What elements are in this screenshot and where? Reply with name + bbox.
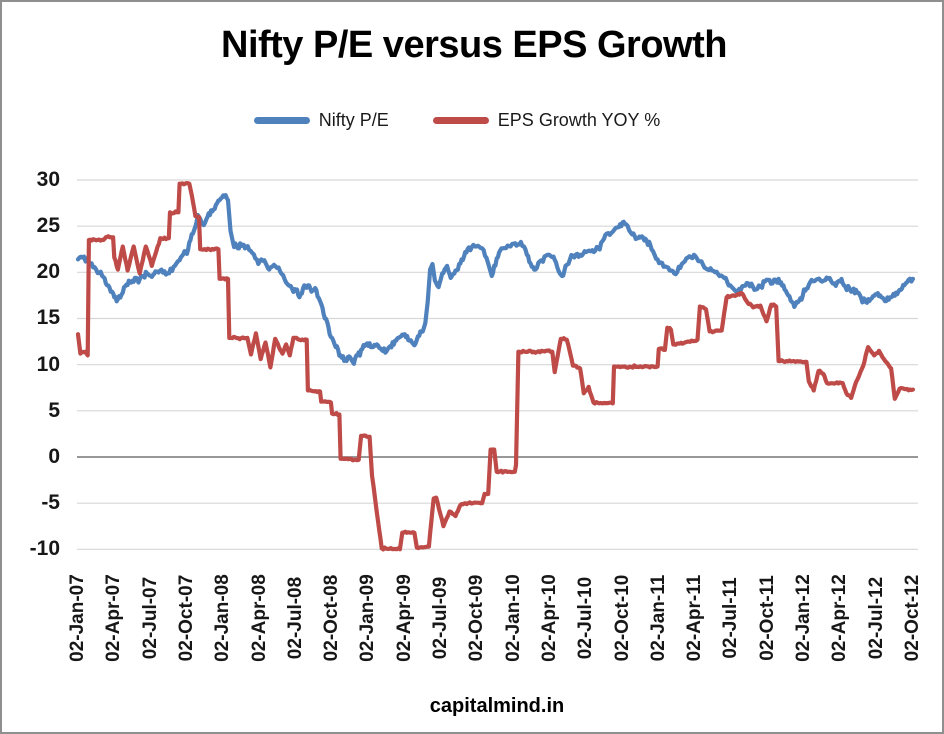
x-tick-label: 02-Jan-09	[357, 574, 379, 662]
x-tick-label: 02-Oct-10	[611, 574, 633, 662]
x-tick-label: 02-Jan-08	[212, 574, 234, 662]
legend-label-eps-growth: EPS Growth YOY %	[497, 110, 661, 130]
x-tick-label: 02-Apr-11	[684, 574, 706, 662]
x-tick-label: 02-Jul-09	[430, 576, 451, 660]
x-tick-label: 02-Oct-08	[321, 574, 343, 662]
x-tick-label: 02-Apr-08	[248, 574, 270, 662]
legend: Nifty P/E EPS Growth YOY %	[2, 110, 942, 131]
x-tick-label: 02-Jul-08	[284, 576, 306, 660]
legend-label-nifty-pe: Nifty P/E	[318, 110, 389, 130]
x-tick-label: 02-Oct-07	[175, 574, 197, 662]
y-tick-label: -5	[41, 491, 60, 515]
y-tick-label: 30	[36, 168, 60, 191]
y-tick-label: 25	[36, 214, 60, 238]
x-tick-label: 02-Jul-12	[865, 576, 887, 660]
legend-swatch-eps-growth	[432, 117, 489, 124]
x-tick-label: 02-Apr-07	[103, 574, 125, 662]
y-tick-label: 5	[48, 398, 60, 422]
x-tick-label: 02-Oct-11	[756, 575, 778, 661]
legend-swatch-nifty-pe	[253, 117, 310, 124]
y-tick-label: -10	[29, 537, 60, 561]
legend-item-eps-growth: EPS Growth YOY %	[432, 110, 661, 131]
series-line-eps-growth	[75, 181, 915, 552]
y-tick-label: 10	[36, 352, 60, 376]
legend-item-nifty-pe: Nifty P/E	[253, 110, 389, 131]
x-tick-label: 02-Oct-09	[466, 574, 488, 662]
x-tick-label: 02-Apr-09	[393, 574, 415, 662]
y-tick-label: 0	[48, 444, 60, 468]
x-tick-label: 02-Jul-10	[575, 576, 597, 660]
x-tick-label: 02-Apr-10	[538, 574, 560, 662]
x-tick-label: 02-Jan-10	[502, 574, 524, 662]
series-line-nifty-pe	[75, 193, 915, 366]
x-tick-label: 02-Apr-12	[829, 574, 851, 662]
x-tick-label: 02-Jul-11	[720, 577, 742, 659]
chart-title: Nifty P/E versus EPS Growth	[221, 24, 727, 66]
x-tick-label: 02-Oct-12	[901, 574, 923, 662]
x-tick-label: 02-Jan-11	[647, 574, 669, 662]
y-tick-label: 20	[36, 260, 60, 284]
x-tick-label: 02-Jan-12	[793, 574, 814, 662]
x-tick-label: 02-Jul-07	[139, 576, 161, 660]
watermark: capitalmind.in	[429, 695, 565, 717]
y-tick-label: 15	[36, 306, 60, 330]
x-tick-label: 02-Jan-07	[67, 574, 88, 662]
